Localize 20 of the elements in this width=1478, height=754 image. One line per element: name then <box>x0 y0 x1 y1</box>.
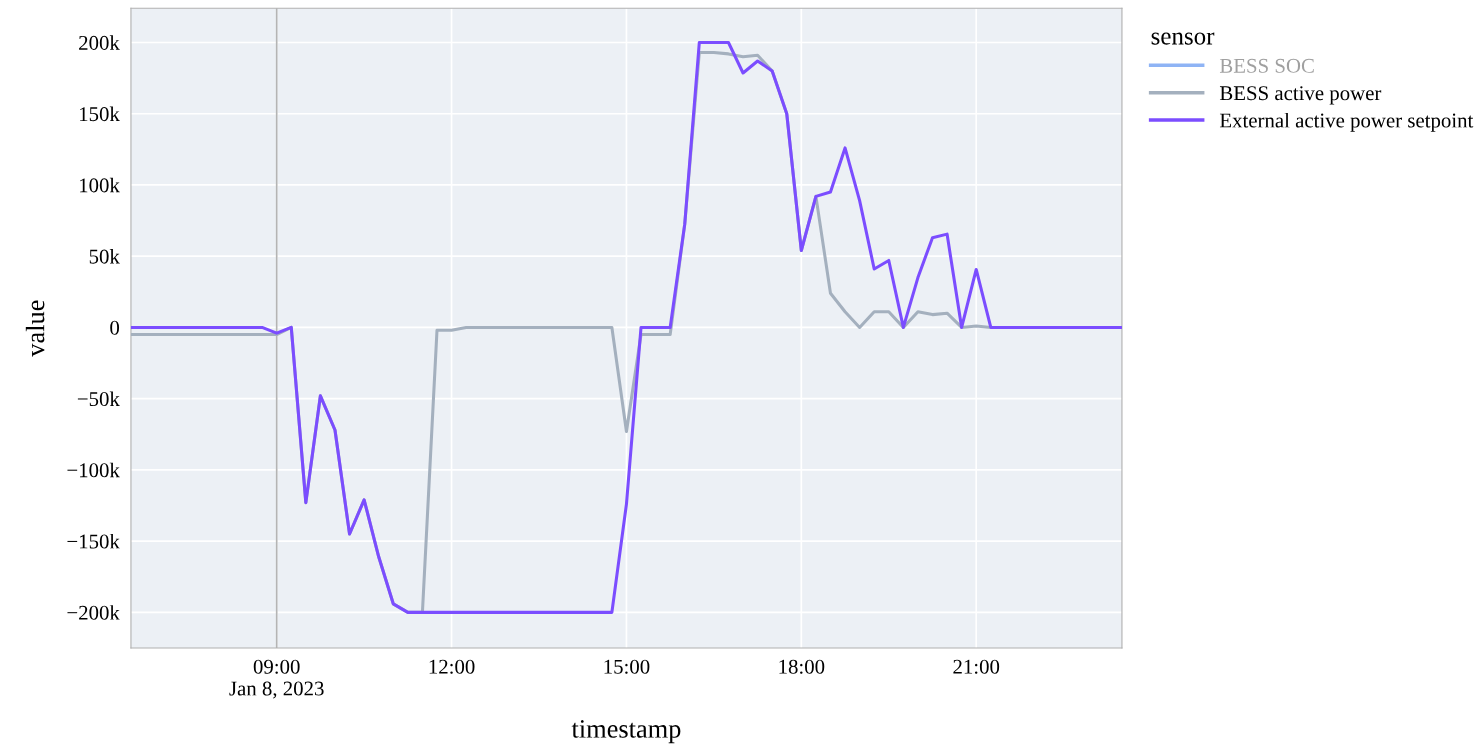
legend-title: sensor <box>1151 32 1215 45</box>
x-tick-label: 12:00 <box>429 659 475 674</box>
legend-label: BESS active power <box>1219 86 1382 105</box>
x-tick-label: 18:00 <box>779 659 825 674</box>
y-tick-label: 50k <box>89 248 120 264</box>
x-axis-title: timestamp <box>571 720 681 744</box>
x-tick-label: 09:00 Jan 8, 2023 <box>229 659 324 699</box>
legend-label: BESS SOC <box>1219 58 1314 73</box>
y-tick-label: −200k <box>67 605 120 620</box>
y-tick-label: 150k <box>80 106 120 122</box>
x-tick-label: 21:00 <box>953 659 1000 674</box>
y-tick-label: 100k <box>80 177 120 193</box>
y-tick-label: 0 <box>110 320 120 335</box>
x-tick-label: 15:00 <box>604 659 650 674</box>
y-tick-label: −150k <box>67 533 120 549</box>
y-tick-label: −50k <box>77 391 120 407</box>
legend-label: External active power setpoint <box>1219 112 1474 132</box>
y-tick-label: −100k <box>67 462 120 478</box>
y-axis-title: value <box>25 300 45 357</box>
y-tick-label: 200k <box>79 35 120 50</box>
